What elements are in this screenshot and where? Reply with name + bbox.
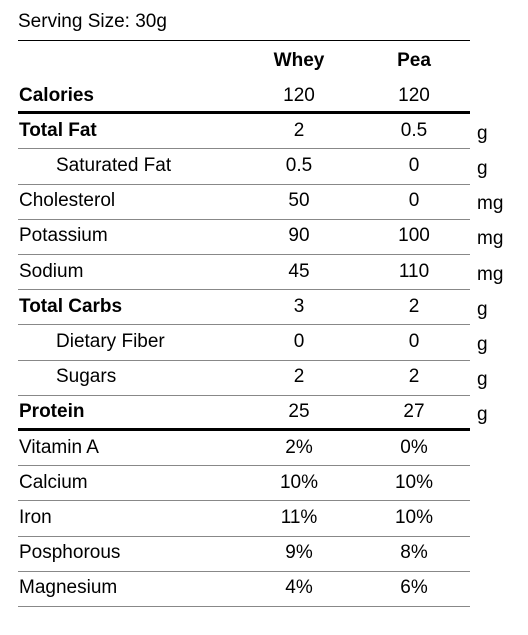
rule <box>18 324 470 326</box>
row-label: Total Carbs <box>19 295 123 317</box>
cell: 8% <box>400 542 428 564</box>
cell: 10% <box>279 471 319 493</box>
cell: 0 <box>408 155 420 176</box>
cell: 0 <box>293 331 305 352</box>
rule <box>18 535 470 537</box>
cell: 120 <box>398 84 430 106</box>
cell: 11% <box>280 507 318 528</box>
column-header: Whey <box>273 50 325 71</box>
row-label: Protein <box>19 401 85 423</box>
cell: 0.5 <box>400 119 428 141</box>
cell: 4% <box>285 577 313 599</box>
cell: 100 <box>398 225 430 247</box>
rule <box>18 111 470 115</box>
row-label: Cholesterol <box>19 190 116 212</box>
cell: 2 <box>408 366 420 388</box>
cell: 50 <box>288 190 310 212</box>
row-label: Dietary Fiber <box>56 331 165 352</box>
cell: 2 <box>293 366 305 388</box>
cell: 10% <box>394 471 434 493</box>
cell: 2 <box>293 119 305 141</box>
cell: 110 <box>398 260 430 282</box>
rule <box>18 428 470 431</box>
row-label: Posphorous <box>19 542 121 564</box>
cell: 120 <box>283 84 315 106</box>
cell: 0.5 <box>285 155 313 176</box>
cell: 45 <box>288 260 310 282</box>
row-label: Potassium <box>19 225 108 247</box>
row-label: Saturated Fat <box>56 155 172 176</box>
cell: 0% <box>400 436 428 458</box>
rule <box>18 218 470 220</box>
rule <box>18 394 470 396</box>
cell: 27 <box>403 401 425 423</box>
rule <box>18 183 470 185</box>
cell: 0 <box>408 190 420 212</box>
cell: 9% <box>285 542 313 564</box>
column-header: Pea <box>397 50 431 71</box>
cell: 6% <box>400 577 428 599</box>
row-label: Calcium <box>19 471 88 493</box>
rule <box>18 500 470 502</box>
serving-size: Serving Size: 30g <box>18 11 167 32</box>
unit: g <box>477 158 488 179</box>
cell: 2 <box>408 295 420 317</box>
unit: g <box>477 404 488 426</box>
row-label: Total Fat <box>19 119 97 141</box>
rule <box>18 359 470 361</box>
cell: 0 <box>408 331 420 352</box>
unit: mg <box>477 228 504 250</box>
unit: g <box>477 298 488 320</box>
rule <box>18 148 470 150</box>
rule <box>18 254 470 255</box>
cell: 3 <box>293 295 305 317</box>
cell: 10% <box>394 507 434 528</box>
rule <box>18 465 470 467</box>
rule <box>18 606 470 607</box>
rule <box>18 289 470 291</box>
unit: g <box>477 369 488 391</box>
row-label: Sodium <box>19 260 84 282</box>
row-label: Calories <box>19 84 94 106</box>
unit: g <box>477 334 488 355</box>
unit: g <box>477 122 488 144</box>
unit: mg <box>477 263 504 285</box>
rule <box>18 40 470 41</box>
rule <box>18 570 470 572</box>
row-label: Iron <box>19 507 52 528</box>
cell: 2% <box>285 436 313 458</box>
row-label: Magnesium <box>19 577 118 599</box>
unit: mg <box>477 193 504 215</box>
row-label: Sugars <box>56 366 117 388</box>
row-label: Vitamin A <box>19 436 99 458</box>
cell: 90 <box>288 225 310 247</box>
cell: 25 <box>288 401 310 423</box>
